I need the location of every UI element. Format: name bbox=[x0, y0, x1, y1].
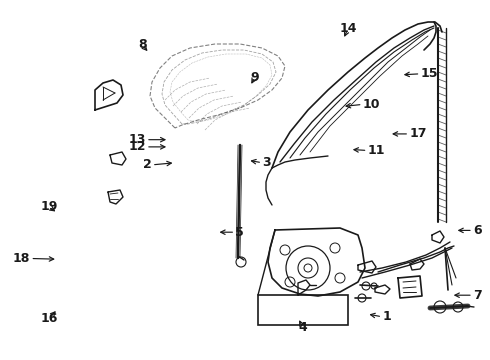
Bar bbox=[258, 295, 348, 325]
Text: 5: 5 bbox=[235, 226, 244, 239]
Text: 8: 8 bbox=[138, 39, 147, 51]
Text: 9: 9 bbox=[250, 71, 259, 84]
Text: 18: 18 bbox=[13, 252, 30, 265]
Text: 1: 1 bbox=[382, 310, 391, 323]
Text: 17: 17 bbox=[409, 127, 427, 140]
Text: 7: 7 bbox=[473, 289, 482, 302]
Text: 2: 2 bbox=[143, 158, 152, 171]
Text: 13: 13 bbox=[129, 133, 146, 146]
Text: 16: 16 bbox=[40, 312, 58, 325]
Text: 3: 3 bbox=[262, 156, 271, 169]
Text: 10: 10 bbox=[363, 98, 380, 111]
Text: 14: 14 bbox=[339, 22, 357, 35]
Text: 19: 19 bbox=[40, 201, 58, 213]
Text: 15: 15 bbox=[420, 67, 438, 80]
Text: 12: 12 bbox=[128, 140, 146, 153]
Text: 4: 4 bbox=[298, 321, 307, 334]
Text: 11: 11 bbox=[368, 144, 385, 157]
Text: 6: 6 bbox=[473, 224, 482, 237]
